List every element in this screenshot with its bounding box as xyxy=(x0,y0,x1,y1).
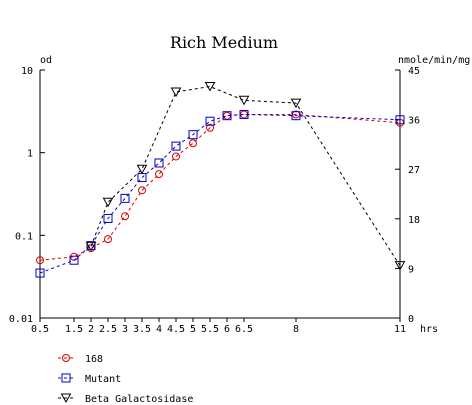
left-tick-label: 0.01 xyxy=(9,314,33,325)
right-axis-ticks: 0 9 18 27 36 45 xyxy=(395,66,420,325)
x-tick-label: 6 xyxy=(224,324,230,335)
series-168 xyxy=(36,110,404,265)
data-point xyxy=(103,213,113,223)
legend-label: Beta Galactosidase xyxy=(85,394,193,405)
data-point xyxy=(394,261,406,271)
data-point xyxy=(239,109,249,119)
data-point xyxy=(62,354,70,362)
left-axis-label: od xyxy=(40,55,52,66)
chart-title: Rich Medium xyxy=(170,33,278,52)
right-tick-label: 45 xyxy=(408,66,420,77)
data-point xyxy=(170,87,182,98)
legend-item: Mutant xyxy=(58,373,121,385)
left-tick-label: 0.1 xyxy=(15,231,33,242)
data-point xyxy=(222,111,232,121)
series-line xyxy=(90,86,401,266)
data-point xyxy=(171,141,181,151)
data-point xyxy=(138,186,146,195)
series-beta-galactosidase xyxy=(85,82,406,271)
data-point xyxy=(188,130,198,140)
legend-label: Mutant xyxy=(85,374,121,385)
data-point xyxy=(120,193,130,203)
x-tick-label: 1.5 xyxy=(65,324,83,335)
data-point xyxy=(291,111,301,121)
left-axis-ticks: 0.01 0.1 1 10 xyxy=(9,66,45,325)
left-tick-label: 1 xyxy=(27,149,33,160)
legend-label: 168 xyxy=(85,354,103,365)
x-tick-label: 2.5 xyxy=(99,324,117,335)
data-point xyxy=(104,235,112,244)
x-tick-label: 4 xyxy=(156,324,162,335)
series-layer xyxy=(35,82,406,278)
data-point xyxy=(204,82,216,92)
x-tick-label: 5.5 xyxy=(201,324,219,335)
x-tick-label: 5 xyxy=(190,324,196,335)
data-point xyxy=(206,123,214,132)
data-point xyxy=(61,373,71,383)
data-point xyxy=(102,197,114,208)
data-point xyxy=(154,158,164,168)
right-tick-label: 18 xyxy=(408,215,420,226)
data-point xyxy=(136,164,148,175)
series-line xyxy=(39,113,401,274)
x-tick-label: 3 xyxy=(122,324,128,335)
data-point xyxy=(395,115,405,125)
data-point xyxy=(69,255,79,265)
right-tick-label: 9 xyxy=(408,264,414,275)
legend-item: Beta Galactosidase xyxy=(58,393,193,405)
data-point xyxy=(238,95,250,106)
data-point xyxy=(85,241,97,252)
x-tick-label: 6.5 xyxy=(235,324,253,335)
right-tick-label: 27 xyxy=(408,165,420,176)
series-mutant xyxy=(35,109,405,278)
data-point xyxy=(155,170,163,179)
data-point xyxy=(60,393,72,404)
data-point xyxy=(35,268,45,278)
legend: 168 Mutant Beta Galactosidase xyxy=(58,354,193,405)
data-point xyxy=(189,139,197,148)
x-tick-label: 0.5 xyxy=(31,324,49,335)
x-tick-label: 11 xyxy=(394,324,406,335)
right-tick-label: 0 xyxy=(408,314,414,325)
x-tick-label: 4.5 xyxy=(167,324,185,335)
x-tick-label: 2 xyxy=(88,324,94,335)
right-tick-label: 36 xyxy=(408,116,420,127)
right-axis-label: nmole/min/mg xyxy=(398,55,470,66)
x-tick-label: 8 xyxy=(293,324,299,335)
data-point xyxy=(172,152,180,161)
left-tick-label: 10 xyxy=(21,66,33,77)
data-point xyxy=(205,116,215,126)
data-point xyxy=(36,256,44,265)
x-tick-label: 3.5 xyxy=(133,324,151,335)
data-point xyxy=(121,212,129,221)
x-axis-ticks: 0.5 1.5 2 2.5 3 3.5 4 4.5 5 5.5 6 6.5 8 11 xyxy=(31,318,406,335)
legend-item: 168 xyxy=(58,354,103,365)
x-axis-unit: hrs xyxy=(420,324,438,335)
data-point xyxy=(290,98,302,109)
